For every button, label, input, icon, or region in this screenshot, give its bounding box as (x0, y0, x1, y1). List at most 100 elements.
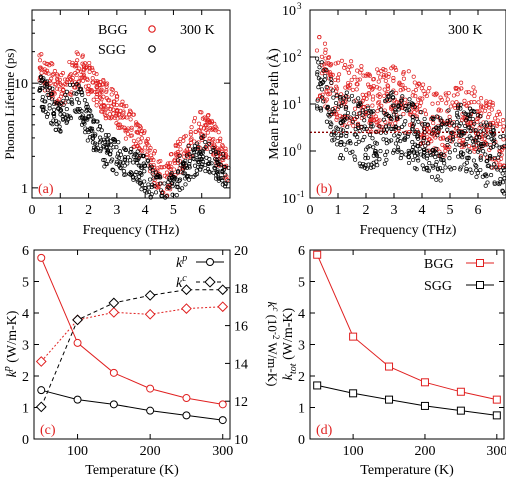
point-bgg (221, 157, 226, 163)
point-bgg (58, 94, 64, 99)
point-sgg (329, 132, 334, 137)
point-sgg (411, 157, 416, 163)
point-sgg (175, 170, 180, 175)
point-bgg (443, 148, 448, 153)
point-sgg (112, 139, 117, 145)
y-tick-exponent: 1 (297, 95, 302, 105)
point-bgg (87, 69, 92, 74)
x-tick-label: 6 (475, 203, 482, 218)
point-bgg (430, 101, 435, 106)
point-sgg (359, 124, 364, 129)
point-bgg (188, 132, 193, 137)
point-sgg (199, 164, 204, 169)
point-sgg (320, 80, 325, 85)
point-bgg (484, 101, 489, 106)
point-sgg (170, 184, 175, 189)
x-tick-label: 100 (67, 444, 88, 459)
point-bgg (423, 112, 429, 117)
point-sgg (44, 81, 49, 87)
point-sgg (319, 87, 325, 92)
point-sgg (201, 146, 206, 152)
marker-sgg (385, 395, 394, 404)
point-sgg (318, 108, 324, 113)
point-bgg (131, 138, 136, 143)
point-bgg (93, 90, 98, 95)
point-sgg (438, 125, 443, 130)
point-sgg (98, 147, 103, 152)
marker-kc-sgg (35, 401, 47, 413)
panel-a-legend-sgg-marker (148, 45, 156, 53)
point-bgg (151, 151, 157, 156)
y-tick-label: 10 (282, 4, 296, 19)
point-bgg (484, 99, 489, 104)
point-bgg (104, 89, 109, 94)
panel-c-legend: kp kc (176, 253, 224, 291)
point-sgg (483, 152, 488, 157)
point-bgg (442, 153, 447, 158)
point-sgg (471, 158, 476, 163)
point-sgg (483, 133, 488, 138)
point-sgg (150, 171, 155, 176)
point-bgg (343, 100, 348, 105)
marker-bgg (492, 395, 501, 404)
point-sgg (94, 142, 99, 147)
point-bgg (92, 70, 97, 76)
point-bgg (391, 124, 396, 129)
point-sgg (463, 123, 468, 128)
point-sgg (407, 151, 412, 156)
point-bgg (135, 130, 140, 135)
point-bgg (57, 77, 62, 82)
marker-kp-bgg (218, 400, 227, 409)
point-bgg (135, 144, 140, 149)
point-sgg (384, 157, 389, 162)
point-sgg (84, 109, 89, 114)
point-bgg (103, 116, 108, 121)
point-sgg (114, 159, 119, 164)
point-sgg (450, 121, 455, 126)
point-sgg (122, 157, 127, 162)
point-bgg (171, 167, 177, 172)
point-sgg (438, 153, 443, 158)
point-bgg (175, 150, 180, 155)
marker-kc-sgg (108, 297, 120, 309)
point-sgg (384, 124, 389, 129)
point-sgg (180, 162, 185, 167)
y-tick-label: 0 (298, 433, 305, 448)
point-bgg (134, 129, 139, 135)
panel-c-legend-kc-marker (204, 276, 216, 288)
point-bgg (381, 74, 386, 79)
point-bgg (189, 125, 194, 130)
point-bgg (477, 109, 482, 114)
point-sgg (53, 127, 58, 132)
panel-c-ylabel-left: kp (W/m-K) (2, 310, 20, 377)
point-sgg (181, 171, 186, 176)
point-sgg (374, 153, 380, 158)
point-bgg (114, 97, 119, 102)
point-sgg (85, 104, 90, 109)
point-bgg (46, 71, 51, 76)
point-sgg (121, 169, 126, 174)
point-sgg (423, 143, 428, 148)
point-sgg (131, 160, 136, 165)
point-bgg (48, 80, 53, 85)
point-sgg (341, 96, 347, 101)
point-sgg (492, 155, 497, 161)
point-sgg (175, 182, 180, 187)
marker-bgg (385, 362, 394, 371)
point-sgg (450, 134, 455, 139)
x-tick-label: 6 (198, 203, 205, 218)
point-bgg (339, 58, 344, 63)
panel-b-ylabel: Mean Free Path (Å) (266, 48, 282, 160)
point-bgg (151, 158, 156, 163)
point-bgg (218, 136, 223, 141)
y-tick-label: 10 (282, 51, 296, 66)
point-sgg (150, 182, 155, 187)
point-bgg (473, 147, 478, 152)
point-sgg (40, 98, 45, 103)
point-sgg (140, 153, 145, 158)
point-bgg (488, 99, 493, 104)
point-sgg (192, 163, 198, 168)
point-sgg (440, 121, 445, 127)
point-sgg (474, 135, 479, 140)
point-bgg (144, 138, 149, 143)
